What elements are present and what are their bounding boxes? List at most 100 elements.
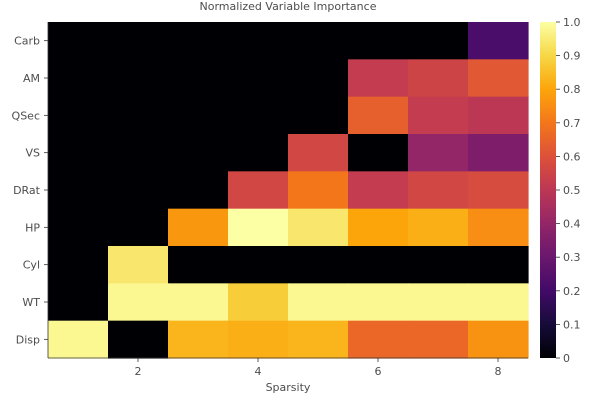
heatmap-cell: [108, 96, 169, 135]
heatmap-cell: [408, 283, 469, 322]
colorbar-gradient: [540, 22, 556, 358]
y-tick-label: Cyl: [23, 259, 40, 272]
heatmap-cell: [408, 96, 469, 135]
heatmap-cell: [408, 246, 469, 284]
heatmap-cell: [408, 208, 469, 247]
heatmap-cell: [408, 171, 469, 210]
colorbar-tick-label: 0.1: [563, 318, 581, 331]
heatmap-cell: [468, 59, 529, 98]
heatmap-cell: [288, 208, 349, 247]
x-tick-label: 2: [135, 365, 142, 378]
colorbar-tick-label: 0.3: [563, 251, 581, 264]
heatmap-cell: [168, 96, 229, 135]
y-tick-label: WT: [22, 296, 40, 309]
heatmap-cell: [288, 59, 349, 98]
heatmap-cell: [228, 96, 289, 135]
colorbar-tick-label: 0.5: [563, 184, 581, 197]
heatmap-cell: [408, 22, 469, 60]
heatmap-cell: [468, 134, 529, 172]
heatmap-cell: [168, 134, 229, 172]
colorbar-tick-label: 0.9: [563, 50, 581, 63]
heatmap-cell: [468, 320, 529, 359]
heatmap-cell: [408, 320, 469, 359]
x-axis: 2 4 6 8: [135, 358, 502, 378]
x-tick-label: 6: [375, 365, 382, 378]
heatmap-cell: [108, 171, 169, 210]
heatmap-cell: [228, 134, 289, 172]
heatmap-cell: [228, 283, 289, 322]
heatmap-cell: [288, 22, 349, 60]
heatmap-cell: [468, 171, 529, 210]
heatmap-cell: [48, 96, 109, 135]
heatmap-cell: [228, 246, 289, 284]
heatmap-cells: [48, 22, 529, 359]
heatmap-cell: [168, 246, 229, 284]
heatmap-cell: [168, 59, 229, 98]
heatmap-cell: [288, 283, 349, 322]
heatmap-cell: [348, 22, 409, 60]
heatmap-cell: [468, 283, 529, 322]
heatmap-cell: [48, 283, 109, 322]
heatmap-cell: [288, 320, 349, 359]
heatmap-cell: [108, 320, 169, 359]
heatmap-cell: [408, 134, 469, 172]
heatmap-cell: [228, 59, 289, 98]
y-tick-label: QSec: [12, 109, 40, 122]
heatmap-cell: [348, 283, 409, 322]
heatmap-cell: [48, 22, 109, 60]
heatmap-cell: [348, 171, 409, 210]
heatmap-cell: [288, 96, 349, 135]
heatmap-cell: [288, 171, 349, 210]
colorbar-tick-label: 0.8: [563, 83, 581, 96]
heatmap-cell: [108, 208, 169, 247]
heatmap-cell: [348, 208, 409, 247]
y-tick-label: HP: [25, 221, 40, 234]
heatmap-cell: [228, 171, 289, 210]
y-tick-label: AM: [23, 72, 40, 85]
heatmap-cell: [48, 59, 109, 98]
heatmap-cell: [168, 171, 229, 210]
y-tick-label: Carb: [14, 35, 40, 48]
heatmap-cell: [288, 134, 349, 172]
heatmap-cell: [408, 59, 469, 98]
heatmap-cell: [108, 283, 169, 322]
colorbar-tick-label: 0: [563, 352, 570, 365]
heatmap-cell: [228, 320, 289, 359]
colorbar-tick-label: 0.6: [563, 150, 581, 163]
heatmap-cell: [348, 59, 409, 98]
x-axis-label: Sparsity: [266, 381, 311, 394]
x-tick-label: 8: [495, 365, 502, 378]
heatmap-cell: [168, 22, 229, 60]
colorbar-tick-label: 1.0: [563, 16, 581, 29]
heatmap-cell: [468, 96, 529, 135]
x-tick-label: 4: [255, 365, 262, 378]
heatmap-cell: [468, 246, 529, 284]
heatmap-cell: [108, 59, 169, 98]
colorbar: 0 0.1 0.2 0.3 0.4 0.5 0.6 0.7 0.8 0.9 1.0: [540, 16, 581, 365]
heatmap-cell: [48, 208, 109, 247]
y-tick-label: VS: [25, 147, 40, 160]
colorbar-tick-label: 0.2: [563, 285, 581, 298]
heatmap-cell: [108, 246, 169, 284]
heatmap-cell: [348, 134, 409, 172]
heatmap-cell: [348, 96, 409, 135]
heatmap-cell: [168, 208, 229, 247]
heatmap-cell: [348, 320, 409, 359]
chart-title: Normalized Variable Importance: [200, 0, 377, 13]
y-axis: Carb AM QSec VS DRat HP Cyl WT Disp: [12, 35, 48, 346]
heatmap-cell: [348, 246, 409, 284]
heatmap-cell: [48, 320, 109, 359]
heatmap-cell: [168, 283, 229, 322]
heatmap-cell: [168, 320, 229, 359]
y-tick-label: DRat: [13, 184, 41, 197]
heatmap-cell: [228, 22, 289, 60]
heatmap-cell: [288, 246, 349, 284]
colorbar-tick-label: 0.4: [563, 218, 581, 231]
y-tick-label: Disp: [16, 333, 40, 346]
heatmap-cell: [468, 208, 529, 247]
heatmap-cell: [48, 246, 109, 284]
heatmap-cell: [228, 208, 289, 247]
heatmap-cell: [48, 134, 109, 172]
heatmap-cell: [48, 171, 109, 210]
